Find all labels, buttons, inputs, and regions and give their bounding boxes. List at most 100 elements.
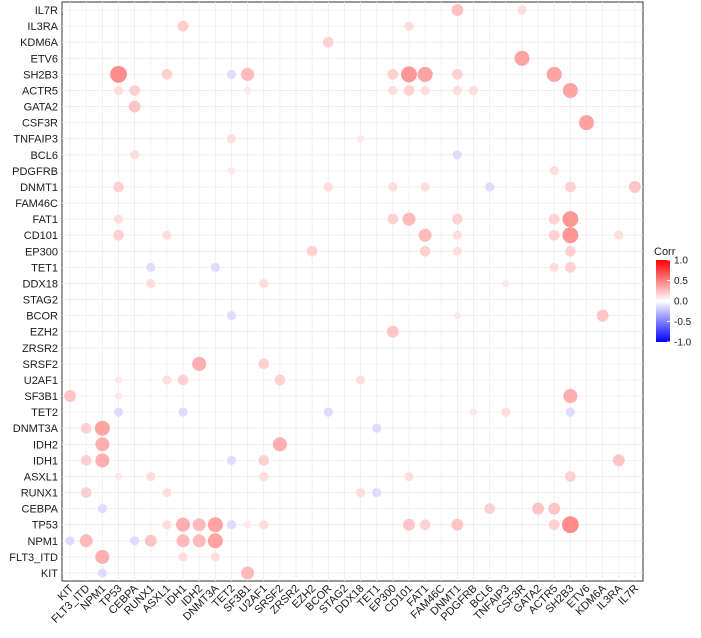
corr-point — [177, 374, 189, 386]
y-tick-label: DDX18 — [23, 278, 58, 290]
corr-point — [387, 213, 399, 225]
corr-point — [401, 66, 417, 83]
legend-tick-label: 1.0 — [674, 256, 688, 267]
corr-point — [514, 50, 530, 66]
corr-point — [146, 262, 156, 272]
corr-point — [596, 309, 609, 322]
y-tick-label: IL3RA — [27, 21, 58, 33]
y-tick-label: KIT — [41, 568, 58, 580]
corr-point — [146, 471, 156, 482]
corr-point — [452, 150, 463, 160]
corr-point — [162, 375, 172, 385]
corr-point — [259, 278, 269, 289]
corr-point — [387, 69, 399, 80]
corr-point — [94, 420, 110, 436]
corr-point — [419, 519, 431, 531]
corr-point — [65, 536, 75, 546]
corr-point — [128, 100, 141, 113]
y-tick-label: CSF3R — [22, 118, 58, 130]
corr-point — [469, 408, 478, 416]
corr-point — [323, 407, 333, 417]
y-tick-label: FAM46C — [15, 198, 58, 210]
corr-point — [129, 85, 140, 96]
legend-color-bar — [656, 260, 670, 342]
corr-point — [403, 85, 415, 96]
corr-point — [178, 552, 188, 562]
corr-point — [452, 213, 463, 225]
plot-panel — [61, 1, 644, 582]
corr-point — [419, 245, 431, 257]
y-tick-label: STAG2 — [23, 295, 58, 307]
corr-point — [192, 534, 206, 548]
corr-point — [355, 375, 366, 385]
corr-point — [113, 85, 124, 96]
y-tick-label: FAT1 — [33, 214, 58, 226]
corr-point — [418, 228, 432, 242]
y-tick-label: ASXL1 — [24, 471, 58, 483]
corr-point — [80, 422, 92, 434]
corr-point — [113, 407, 124, 417]
x-axis-labels: KITFLT3_ITDNPM1TP53CEBPARUNX1ASXL1IDH1ID… — [49, 582, 641, 625]
corr-point — [95, 437, 110, 452]
corr-point — [97, 568, 107, 578]
y-tick-label: DNMT3A — [13, 423, 59, 435]
corr-point — [306, 245, 318, 257]
y-tick-label: KDM6A — [20, 37, 59, 49]
corr-point — [420, 182, 430, 192]
legend-tick-label: -1.0 — [674, 338, 692, 349]
corr-point — [532, 502, 545, 515]
y-tick-label: SRSF2 — [23, 359, 58, 371]
corr-point — [452, 246, 463, 256]
corr-point — [386, 325, 399, 338]
y-tick-label: ETV6 — [30, 53, 58, 65]
corr-point — [113, 229, 124, 241]
corr-point — [227, 167, 236, 175]
corr-point — [226, 455, 237, 465]
corr-point — [548, 213, 560, 225]
corr-point — [241, 67, 255, 81]
y-tick-label: TET1 — [31, 262, 58, 274]
y-tick-label: TP53 — [32, 520, 58, 532]
corr-point — [451, 518, 464, 531]
corr-point — [565, 181, 576, 193]
y-tick-label: DNMT1 — [20, 182, 58, 194]
corr-point — [114, 472, 123, 481]
legend-title: Corr — [654, 246, 676, 258]
corr-point — [404, 21, 414, 31]
corr-point — [97, 504, 107, 514]
corr-point — [274, 374, 286, 386]
corr-point — [563, 389, 578, 404]
corr-point — [323, 182, 333, 192]
corr-point — [562, 227, 579, 244]
y-tick-label: EZH2 — [30, 327, 58, 339]
corr-point — [95, 453, 110, 468]
corr-point — [565, 471, 576, 482]
corr-point — [484, 503, 495, 514]
legend: Corr 1.0 0.5 0.0 -0.5 -1.0 — [654, 246, 692, 349]
y-tick-label: FLT3_ITD — [9, 552, 58, 564]
corr-point — [420, 85, 430, 96]
corr-point — [113, 214, 124, 224]
y-tick-label: BCOR — [26, 311, 58, 323]
corr-point — [130, 536, 140, 546]
corr-point — [468, 85, 479, 96]
point-layer — [64, 4, 641, 580]
corr-point — [79, 534, 93, 548]
y-tick-label: ZRSR2 — [22, 343, 58, 355]
corr-point — [226, 69, 237, 79]
corr-point — [549, 262, 559, 272]
corr-point — [161, 69, 173, 80]
corr-point — [114, 376, 123, 384]
corr-point — [113, 181, 124, 193]
corr-point — [628, 181, 641, 193]
corr-point — [452, 85, 463, 96]
legend-tick-label: 0.0 — [674, 297, 688, 308]
corr-point — [561, 516, 579, 534]
corr-point — [192, 356, 207, 371]
y-tick-label: TNFAIP3 — [13, 134, 58, 146]
corr-point — [207, 517, 223, 533]
corr-point — [372, 487, 382, 498]
corr-point — [548, 229, 560, 241]
corr-point — [114, 392, 123, 400]
